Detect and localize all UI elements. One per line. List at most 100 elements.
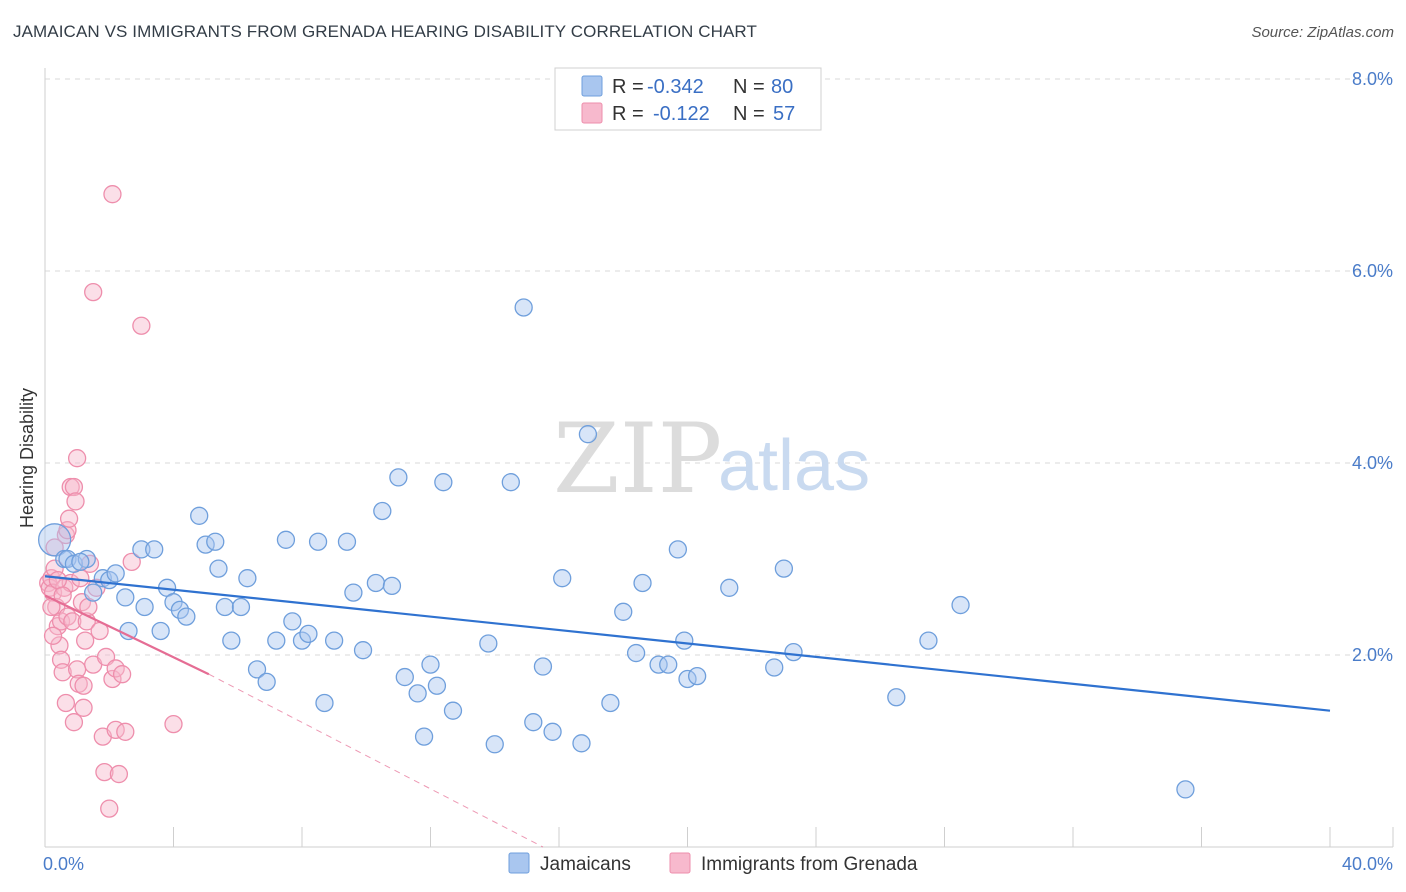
y-tick-labels: 2.0% 4.0% 6.0% 8.0% bbox=[1352, 69, 1393, 665]
watermark: ZIP atlas bbox=[553, 403, 870, 515]
data-point-grenada bbox=[112, 665, 132, 684]
data-point-jamaican bbox=[443, 701, 463, 720]
data-point-grenada bbox=[43, 626, 63, 645]
gridlines bbox=[45, 78, 1393, 656]
data-point-grenada bbox=[74, 698, 93, 717]
data-point-jamaican bbox=[408, 684, 427, 703]
data-point-jamaican bbox=[119, 621, 138, 641]
data-point-jamaican bbox=[389, 468, 408, 487]
data-point-grenada bbox=[53, 663, 72, 682]
bottom-legend-label-grenada: Immigrants from Grenada bbox=[701, 854, 918, 875]
data-point-jamaican bbox=[687, 666, 707, 686]
data-point-jamaican bbox=[578, 425, 598, 444]
legend-swatch-blue bbox=[581, 75, 603, 97]
data-point-jamaican bbox=[177, 607, 196, 626]
data-point-grenada bbox=[67, 449, 87, 468]
legend-row-jamaicans: R = -0.342 N = 80 bbox=[581, 75, 793, 98]
legend-swatch-pink bbox=[581, 102, 603, 124]
data-point-grenada bbox=[74, 676, 93, 695]
data-point-jamaican bbox=[257, 672, 276, 692]
data-point-grenada bbox=[164, 714, 183, 734]
data-point-jamaican bbox=[132, 540, 151, 559]
data-point-jamaican bbox=[116, 588, 135, 607]
data-point-jamaican bbox=[601, 693, 620, 713]
data-point-grenada bbox=[50, 636, 69, 655]
data-point-grenada bbox=[116, 722, 135, 741]
data-point-grenada bbox=[103, 185, 122, 204]
data-point-jamaican bbox=[919, 631, 938, 650]
source-label: Source: ZipAtlas.com bbox=[1251, 24, 1394, 41]
data-point-jamaican bbox=[373, 501, 392, 521]
data-point-jamaican bbox=[324, 631, 344, 650]
data-point-grenada bbox=[48, 570, 67, 590]
data-point-jamaican bbox=[222, 631, 241, 650]
trend-line-grenada bbox=[44, 594, 210, 676]
data-point-jamaican bbox=[37, 523, 72, 557]
data-point-jamaican bbox=[283, 612, 302, 631]
data-point-jamaican bbox=[71, 552, 90, 572]
data-point-jamaican bbox=[951, 595, 970, 615]
data-point-jamaican bbox=[135, 597, 154, 617]
grenada-points bbox=[39, 185, 183, 818]
data-point-jamaican bbox=[170, 600, 190, 620]
data-point-jamaican bbox=[514, 298, 533, 317]
data-point-jamaican bbox=[543, 722, 562, 741]
data-point-jamaican bbox=[668, 540, 688, 559]
data-point-jamaican bbox=[231, 597, 251, 617]
data-point-jamaican bbox=[344, 583, 363, 602]
data-point-jamaican bbox=[659, 655, 678, 674]
data-point-jamaican bbox=[106, 564, 125, 583]
legend-n-value: 80 bbox=[771, 76, 793, 98]
data-point-grenada bbox=[64, 477, 84, 497]
bottom-legend-swatch-blue bbox=[508, 852, 530, 874]
legend-n-value: 57 bbox=[773, 103, 795, 125]
data-point-jamaican bbox=[1176, 780, 1195, 799]
data-point-jamaican bbox=[414, 727, 434, 746]
data-point-jamaican bbox=[784, 642, 803, 662]
data-point-jamaican bbox=[633, 573, 652, 593]
data-point-jamaican bbox=[765, 658, 784, 677]
y-tick-label: 4.0% bbox=[1352, 453, 1393, 473]
data-point-jamaican bbox=[774, 559, 794, 578]
data-point-jamaican bbox=[215, 597, 235, 617]
trend-line-grenada-extension bbox=[208, 673, 544, 848]
legend-n-label: N = bbox=[733, 76, 765, 98]
data-point-grenada bbox=[95, 762, 114, 782]
data-point-jamaican bbox=[84, 583, 103, 602]
jamaican-points bbox=[37, 298, 1195, 799]
data-point-jamaican bbox=[626, 643, 646, 663]
data-point-jamaican bbox=[533, 657, 553, 676]
y-tick-label: 2.0% bbox=[1352, 645, 1393, 665]
data-point-grenada bbox=[103, 669, 122, 689]
data-point-jamaican bbox=[366, 573, 386, 593]
bottom-legend-swatch-pink bbox=[669, 852, 691, 874]
data-point-jamaican bbox=[421, 655, 440, 674]
legend-r-label: R = bbox=[612, 103, 644, 125]
data-point-grenada bbox=[59, 509, 79, 528]
legend-row-grenada: R = -0.122 N = 57 bbox=[581, 102, 795, 125]
legend-r-value: -0.122 bbox=[653, 103, 710, 125]
data-point-grenada bbox=[109, 764, 129, 784]
data-point-jamaican bbox=[299, 624, 318, 644]
data-point-grenada bbox=[76, 631, 95, 650]
data-point-jamaican bbox=[151, 621, 170, 641]
data-point-jamaican bbox=[238, 569, 257, 588]
data-point-grenada bbox=[122, 552, 141, 572]
data-point-grenada bbox=[66, 492, 85, 511]
data-point-jamaican bbox=[353, 641, 373, 660]
data-point-jamaican bbox=[614, 602, 633, 621]
data-point-jamaican bbox=[395, 667, 414, 687]
data-point-jamaican bbox=[427, 676, 447, 695]
legend-box: R = -0.342 N = 80 R = -0.122 N = 57 bbox=[554, 67, 822, 131]
x-tick-label: 0.0% bbox=[43, 854, 84, 874]
data-point-jamaican bbox=[887, 688, 906, 707]
y-tick-label: 8.0% bbox=[1352, 69, 1393, 89]
trend-lines bbox=[44, 575, 1331, 848]
x-tick-label: 40.0% bbox=[1342, 854, 1393, 874]
data-point-jamaican bbox=[337, 532, 357, 551]
data-point-jamaican bbox=[572, 734, 591, 753]
axes bbox=[44, 68, 1394, 848]
x-tick-labels: 0.0% 40.0% bbox=[43, 854, 1393, 874]
data-point-jamaican bbox=[720, 578, 739, 597]
